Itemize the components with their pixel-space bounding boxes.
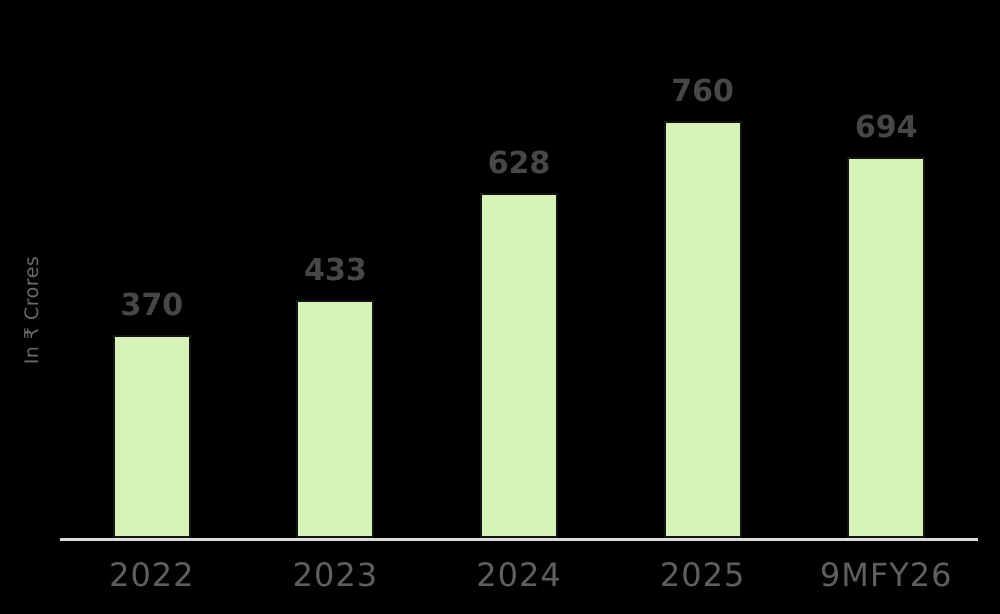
bar-2022 [112,335,191,538]
x-tick-label-9MFY26: 9MFY26 [819,556,953,594]
bar-value-label-2023: 433 [304,253,367,288]
x-axis-line [60,538,978,541]
bar-value-label-2024: 628 [487,146,551,181]
bar-2023 [296,300,375,538]
x-tick-label-2025: 2025 [659,556,746,594]
x-tick-label-2022: 2022 [109,556,195,594]
x-tick-label-2024: 2024 [476,556,562,594]
bar-2024 [480,193,558,538]
bar-value-label-9MFY26: 694 [854,110,918,145]
bar-value-label-2022: 370 [120,288,184,323]
x-tick-label-2023: 2023 [292,556,379,594]
bar-2025 [663,121,742,538]
bar-9MFY26 [847,157,926,538]
bar-value-label-2025: 760 [671,74,734,109]
